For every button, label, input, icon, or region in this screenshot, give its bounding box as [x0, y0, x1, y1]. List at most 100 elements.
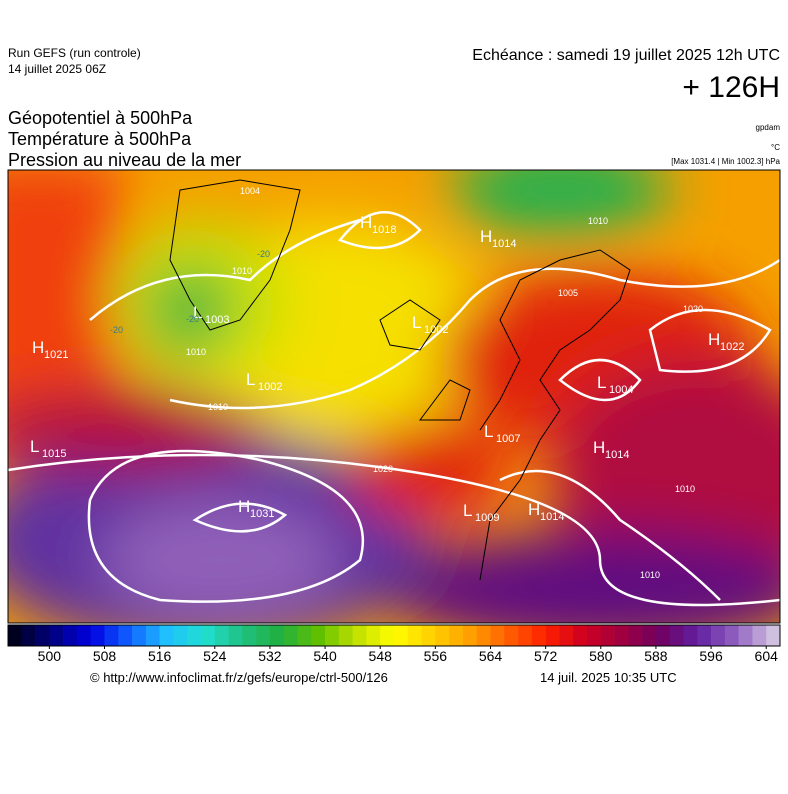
- colorbar-swatch: [724, 625, 739, 646]
- isobar-label: 1020: [683, 304, 703, 314]
- colorbar-swatch: [504, 625, 519, 646]
- center-value: 1015: [42, 448, 66, 460]
- colorbar-swatch: [559, 625, 574, 646]
- colorbar-swatch: [325, 625, 340, 646]
- isobar-label: 1005: [558, 288, 578, 298]
- colorbar-swatch: [683, 625, 698, 646]
- unit: [Max 1031.4 | Min 1002.3] hPa: [671, 157, 780, 166]
- colorbar-swatch: [173, 625, 188, 646]
- field: Pression au niveau de la mer: [8, 150, 241, 170]
- isobar-label: 1010: [588, 216, 608, 226]
- colorbar-swatch: [228, 625, 243, 646]
- center-value: 1002: [424, 324, 448, 336]
- center-value: 1009: [475, 512, 499, 524]
- colorbar-swatch: [462, 625, 478, 646]
- colorbar-swatch: [214, 625, 229, 646]
- colorbar-label: 548: [369, 648, 393, 664]
- colorbar-label: 524: [203, 648, 227, 664]
- center-value: 1004: [609, 384, 633, 396]
- colorbar-swatch: [159, 625, 174, 646]
- colorbar-swatch: [490, 625, 505, 646]
- colorbar-swatch: [366, 625, 381, 646]
- center-letter: L: [463, 501, 472, 520]
- temperature-label: -20: [257, 249, 270, 259]
- colorbar-swatch: [711, 625, 726, 646]
- center-value: 1003: [205, 314, 229, 326]
- center-letter: H: [593, 438, 605, 457]
- center-value: 1018: [372, 224, 396, 236]
- colorbar-label: 572: [534, 648, 558, 664]
- center-letter: L: [30, 437, 39, 456]
- field: Température à 500hPa: [8, 129, 192, 149]
- colorbar-swatch: [352, 625, 367, 646]
- isobar-label: 1010: [232, 266, 252, 276]
- lead-time: + 126H: [682, 71, 780, 104]
- colorbar-label: 556: [424, 648, 448, 664]
- temperature-label: -20: [186, 314, 199, 324]
- colorbar-swatch: [587, 625, 602, 646]
- center-value: 1007: [496, 433, 520, 445]
- colorbar-swatch: [201, 625, 216, 646]
- center-value: 1014: [492, 238, 516, 250]
- colorbar: 500 508 516 524 532 540 548 556 564 572 580 588 596 6…: [7, 624, 781, 664]
- center-letter: L: [246, 370, 255, 389]
- center-letter: H: [528, 500, 540, 519]
- colorbar-swatch: [242, 625, 257, 646]
- colorbar-swatch: [76, 625, 92, 646]
- colorbar-label: 604: [755, 648, 779, 664]
- colorbar-swatch: [380, 625, 395, 646]
- colorbar-swatch: [752, 625, 767, 646]
- center-value: 1021: [44, 349, 68, 361]
- center-letter: L: [484, 422, 493, 441]
- colorbar-swatch: [297, 625, 312, 646]
- colorbar-swatch: [132, 625, 147, 646]
- colorbar-label: 564: [479, 648, 503, 664]
- source: © http://www.infoclimat.fr/z/gefs/europe…: [90, 670, 388, 685]
- colorbar-swatch: [90, 625, 105, 646]
- colorbar-label: 588: [644, 648, 668, 664]
- field: Géopotentiel à 500hPa: [8, 108, 193, 128]
- center-letter: L: [193, 303, 202, 322]
- center-letter: H: [708, 330, 720, 349]
- colorbar-swatch: [545, 625, 560, 646]
- isobar-label: 1010: [208, 402, 228, 412]
- colorbar-swatch: [63, 625, 78, 646]
- unit: °C: [771, 143, 780, 152]
- isobar-label: 1004: [240, 186, 260, 196]
- colorbar-swatch: [256, 625, 271, 646]
- center-value: 1031: [250, 508, 274, 520]
- colorbar-swatch: [421, 625, 436, 646]
- colorbar-swatch: [628, 625, 643, 646]
- isobar-label: 1020: [373, 464, 393, 474]
- isobar-label: 1010: [640, 570, 660, 580]
- colorbar-swatch: [49, 625, 64, 646]
- center-letter: H: [32, 338, 44, 357]
- map-frame: [7, 169, 781, 624]
- isobars: [8, 210, 780, 607]
- center-letter: L: [597, 373, 606, 392]
- colorbar-swatch: [435, 625, 450, 646]
- colorbar-label: 500: [38, 648, 62, 664]
- colorbar-swatch: [394, 625, 409, 646]
- colorbar-swatch: [697, 625, 712, 646]
- center-letter: H: [238, 497, 250, 516]
- timestamp: 14 juil. 2025 10:35 UTC: [540, 670, 677, 685]
- colorbar-label: 532: [258, 648, 282, 664]
- colorbar-swatch: [531, 625, 546, 646]
- colorbar-swatch: [669, 625, 684, 646]
- colorbar-swatch: [518, 625, 533, 646]
- colorbar-label: 516: [148, 648, 172, 664]
- colorbar-swatch: [738, 625, 753, 646]
- colorbar-swatch: [104, 625, 119, 646]
- isobar-label: 1010: [186, 347, 206, 357]
- colorbar-swatch: [283, 625, 298, 646]
- colorbar-swatch: [311, 625, 326, 646]
- colorbar-swatch: [269, 625, 285, 646]
- center-value: 1014: [605, 449, 629, 461]
- run: Run GEFS (run controle): [8, 46, 141, 60]
- colorbar-swatch: [21, 625, 36, 646]
- colorbar-swatch: [35, 625, 50, 646]
